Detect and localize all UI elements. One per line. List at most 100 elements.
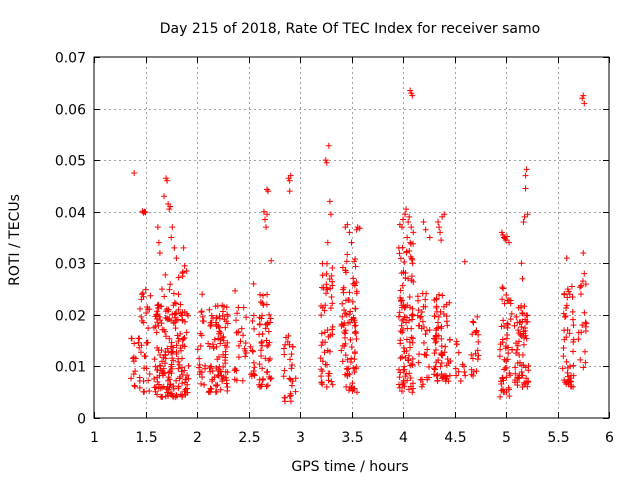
x-tick-label: 6: [605, 430, 614, 446]
data-point: [325, 142, 332, 149]
data-point: [175, 358, 182, 365]
y-tick-label: 0.03: [55, 257, 86, 273]
data-point: [341, 334, 348, 341]
data-point: [175, 383, 182, 390]
data-point: [178, 368, 185, 375]
data-point: [324, 347, 331, 354]
data-point: [322, 339, 329, 346]
data-point: [168, 234, 175, 241]
data-point: [342, 371, 349, 378]
data-point: [183, 376, 190, 383]
data-point: [409, 380, 416, 387]
data-point: [265, 188, 272, 195]
data-point: [519, 372, 526, 379]
data-point: [171, 244, 178, 251]
data-point: [242, 339, 249, 346]
data-point: [347, 336, 354, 343]
data-point: [438, 359, 445, 366]
data-point: [349, 298, 356, 305]
data-point: [432, 346, 439, 353]
data-point: [560, 353, 567, 360]
data-point: [321, 307, 328, 314]
data-point: [326, 370, 333, 377]
data-point: [215, 335, 222, 342]
data-point: [259, 365, 266, 372]
data-point: [166, 206, 173, 213]
data-point: [166, 335, 173, 342]
data-point: [435, 291, 442, 298]
data-point: [173, 349, 180, 356]
data-point: [210, 345, 217, 352]
data-point: [426, 326, 433, 333]
data-point: [292, 375, 299, 382]
data-point: [499, 231, 506, 238]
data-point: [452, 365, 459, 372]
data-point: [233, 329, 240, 336]
data-point: [158, 347, 165, 354]
data-point: [565, 288, 572, 295]
data-point: [405, 219, 412, 226]
data-point: [433, 308, 440, 315]
data-point: [324, 239, 331, 246]
data-point: [520, 341, 527, 348]
data-point: [217, 340, 224, 347]
data-point: [146, 306, 153, 313]
data-point: [350, 275, 357, 282]
x-tick-label: 5: [502, 430, 511, 446]
data-point: [396, 374, 403, 381]
x-tick-label: 4: [399, 430, 408, 446]
data-point: [522, 380, 529, 387]
data-point: [289, 362, 296, 369]
data-point: [351, 282, 358, 289]
data-point: [418, 309, 425, 316]
data-point: [420, 303, 427, 310]
data-point: [353, 335, 360, 342]
data-point: [520, 219, 527, 226]
data-point: [162, 348, 169, 355]
data-point: [515, 304, 522, 311]
data-point: [263, 224, 270, 231]
data-point: [136, 384, 143, 391]
data-point: [215, 323, 222, 330]
data-point: [136, 305, 143, 312]
data-point: [443, 301, 450, 308]
x-tick-label: 2: [193, 430, 202, 446]
data-point: [397, 369, 404, 376]
data-point: [462, 372, 469, 379]
data-point: [400, 344, 407, 351]
data-point: [217, 368, 224, 375]
data-point: [395, 244, 402, 251]
data-point: [196, 361, 203, 368]
data-point: [211, 336, 218, 343]
data-point: [318, 379, 325, 386]
data-point: [263, 383, 270, 390]
data-point: [570, 383, 577, 390]
data-points: [128, 87, 590, 405]
data-point: [207, 322, 214, 329]
data-point: [341, 307, 348, 314]
data-point: [436, 224, 443, 231]
data-point: [260, 208, 267, 215]
data-point: [168, 391, 175, 398]
data-point: [207, 388, 214, 395]
data-point: [440, 373, 447, 380]
data-point: [519, 352, 526, 359]
data-point: [169, 355, 176, 362]
data-point: [138, 313, 145, 320]
data-point: [287, 172, 294, 179]
data-point: [288, 382, 295, 389]
data-point: [289, 378, 296, 385]
data-point: [404, 234, 411, 241]
data-point: [214, 372, 221, 379]
data-point: [281, 345, 288, 352]
data-point: [171, 299, 178, 306]
data-point: [418, 325, 425, 332]
data-point: [318, 342, 325, 349]
data-point: [414, 312, 421, 319]
data-point: [405, 386, 412, 393]
data-point: [514, 382, 521, 389]
data-point: [350, 314, 357, 321]
data-point: [172, 394, 179, 401]
data-point: [407, 253, 414, 260]
data-point: [286, 375, 293, 382]
